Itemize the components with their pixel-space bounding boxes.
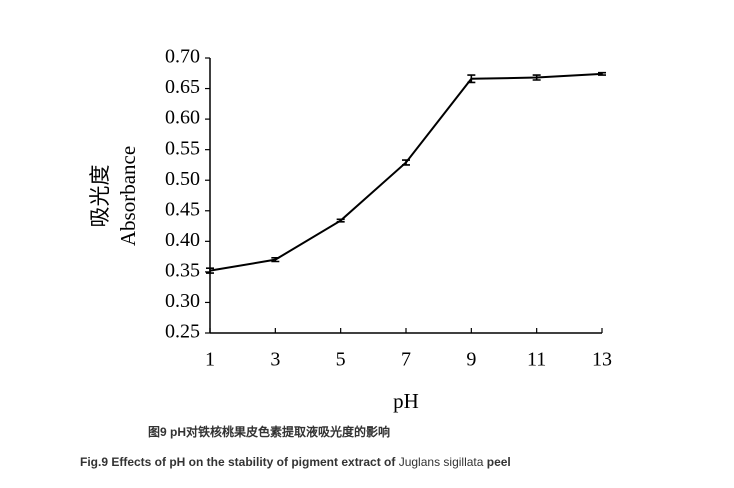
y-label-cn: 吸光度 [88,165,112,228]
error-bar [598,71,606,76]
x-tick-label: 5 [336,349,346,371]
caption-en-species: Juglans sigillata [399,455,484,469]
y-tick-label: 0.55 [165,137,200,159]
error-bar [336,218,345,223]
y-tick-label: 0.50 [165,168,200,190]
y-tick-label: 0.60 [165,107,200,129]
y-tick-label: 0.40 [165,229,200,251]
data-line [209,72,603,272]
error-bar [206,267,214,274]
x-tick-label: 9 [466,349,476,371]
y-tick-label: 0.30 [165,290,200,312]
caption-en-part: peel [483,455,510,469]
y-tick-label: 0.35 [165,259,200,281]
caption-en: Fig.9 Effects of pH on the stability of … [80,455,511,469]
caption-cn: 图9 pH对铁核桃果皮色素提取液吸光度的影响 [148,424,390,439]
error-bar [271,257,280,263]
x-tick-label: 1 [205,349,215,371]
x-tick-label: 7 [401,349,411,371]
y-tick-label: 0.65 [165,76,200,98]
x-tick-label: 3 [270,349,280,371]
y-axis-title: 吸光度 Absorbance [88,146,140,246]
error-bar [532,74,541,81]
error-bar [402,159,410,166]
y-label-en: Absorbance [116,146,140,246]
x-axis-title: pH [393,389,419,413]
y-tick-label: 0.25 [165,321,200,343]
error-bar [467,74,476,84]
x-tick-label: 13 [592,349,612,371]
caption-en-part: Fig.9 Effects of pH on the stability of … [80,455,399,469]
x-tick-label: 11 [527,349,546,371]
y-tick-label: 0.70 [165,46,200,68]
y-tick-label: 0.45 [165,198,200,220]
